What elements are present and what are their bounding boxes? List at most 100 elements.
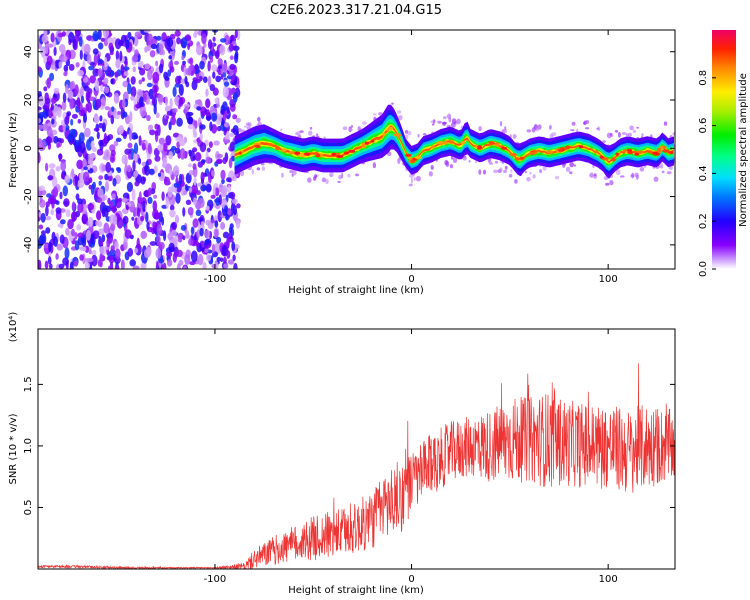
noise-blob bbox=[125, 39, 130, 50]
noise-blob bbox=[80, 86, 84, 98]
noise-blob bbox=[198, 217, 204, 222]
noise-blob bbox=[184, 76, 188, 85]
noise-blob bbox=[149, 129, 156, 136]
noise-blob bbox=[132, 265, 140, 269]
noise-blob bbox=[68, 63, 75, 71]
noise-blob bbox=[113, 92, 120, 104]
noise-blob bbox=[222, 157, 227, 165]
noise-blob bbox=[108, 174, 113, 182]
noise-blob bbox=[73, 260, 79, 267]
noise-blob bbox=[176, 263, 181, 269]
noise-blob bbox=[122, 80, 129, 88]
noise-blob bbox=[234, 52, 239, 64]
noise-blob bbox=[70, 118, 74, 126]
halo-spot bbox=[450, 122, 456, 128]
noise-blob bbox=[153, 104, 157, 115]
halo-spot bbox=[565, 166, 571, 172]
noise-blob bbox=[49, 72, 55, 82]
noise-blob bbox=[211, 170, 215, 177]
noise-blob bbox=[147, 69, 153, 81]
halo-spot bbox=[446, 115, 451, 119]
noise-blob bbox=[165, 115, 170, 120]
noise-blob bbox=[146, 221, 150, 231]
noise-blob bbox=[197, 253, 204, 266]
noise-blob bbox=[130, 86, 137, 98]
halo-spot bbox=[372, 162, 377, 169]
noise-blob bbox=[74, 232, 78, 240]
ridge-hotspot bbox=[274, 146, 281, 151]
noise-blob bbox=[166, 110, 173, 116]
noise-blob bbox=[175, 192, 181, 204]
noise-blob bbox=[86, 153, 94, 165]
y-tick-label: 40 bbox=[23, 45, 34, 58]
noise-blob bbox=[185, 199, 192, 205]
halo-spot bbox=[570, 129, 575, 132]
halo-spot bbox=[585, 127, 590, 130]
noise-blob bbox=[199, 227, 204, 237]
noise-blob bbox=[172, 165, 180, 176]
halo-spot bbox=[444, 159, 449, 166]
noise-blob bbox=[61, 100, 67, 111]
noise-blob bbox=[44, 260, 49, 269]
noise-blob bbox=[43, 101, 50, 111]
noise-blob bbox=[87, 203, 95, 211]
noise-blob bbox=[168, 121, 172, 131]
noise-blob bbox=[174, 214, 180, 224]
noise-blob bbox=[184, 254, 191, 265]
noise-blob bbox=[208, 204, 213, 212]
ridge-hotspot bbox=[382, 132, 386, 136]
halo-spot bbox=[415, 175, 421, 182]
noise-blob bbox=[77, 232, 84, 238]
noise-blob bbox=[87, 216, 94, 228]
noise-blob bbox=[228, 157, 233, 169]
noise-blob bbox=[76, 224, 82, 231]
noise-blob bbox=[110, 78, 114, 85]
colorbar: 0.0 0.2 0.4 0.6 0.8 Normalized spectral ampl… bbox=[698, 30, 749, 277]
ridge-hotspot bbox=[238, 151, 242, 155]
ridge-hotspot bbox=[386, 128, 390, 132]
noise-blob bbox=[154, 155, 161, 162]
noise-blob bbox=[46, 77, 51, 89]
noise-blob bbox=[182, 207, 186, 217]
noise-blob bbox=[45, 205, 49, 217]
noise-blob bbox=[38, 259, 42, 269]
noise-blob bbox=[229, 191, 236, 199]
noise-blob bbox=[133, 142, 139, 155]
halo-spot bbox=[512, 134, 517, 139]
noise-blob bbox=[218, 194, 222, 205]
noise-blob bbox=[211, 243, 216, 254]
noise-blob bbox=[152, 221, 157, 229]
noise-blob bbox=[205, 98, 211, 109]
noise-blob bbox=[166, 259, 173, 267]
ridge-hotspot bbox=[439, 142, 444, 146]
noise-blob bbox=[174, 83, 181, 88]
noise-blob bbox=[114, 265, 120, 269]
noise-blob bbox=[94, 79, 100, 91]
halo-spot bbox=[372, 113, 377, 116]
halo-spot bbox=[666, 171, 672, 175]
noise-blob bbox=[141, 142, 146, 151]
noise-blob bbox=[226, 106, 230, 114]
noise-blob bbox=[96, 197, 103, 204]
noise-blob bbox=[219, 44, 226, 56]
noise-blob bbox=[107, 37, 114, 45]
noise-blob bbox=[84, 245, 90, 253]
halo-spot bbox=[351, 124, 353, 128]
noise-blob bbox=[82, 158, 87, 167]
noise-blob bbox=[51, 118, 55, 125]
noise-blob bbox=[102, 155, 107, 160]
noise-blob bbox=[234, 30, 238, 39]
noise-blob bbox=[216, 153, 223, 159]
halo-spot bbox=[409, 173, 414, 178]
halo-spot bbox=[585, 120, 589, 124]
noise-blob bbox=[75, 62, 80, 68]
noise-blob bbox=[93, 127, 100, 132]
noise-blob bbox=[214, 97, 219, 104]
halo-spot bbox=[504, 128, 507, 134]
noise-blob bbox=[64, 174, 70, 184]
noise-blob bbox=[108, 42, 114, 51]
noise-blob bbox=[211, 112, 218, 122]
noise-blob bbox=[62, 257, 69, 266]
noise-blob bbox=[220, 257, 224, 263]
snr-y-ticks: 0.5 1.0 1.5 bbox=[23, 376, 675, 515]
